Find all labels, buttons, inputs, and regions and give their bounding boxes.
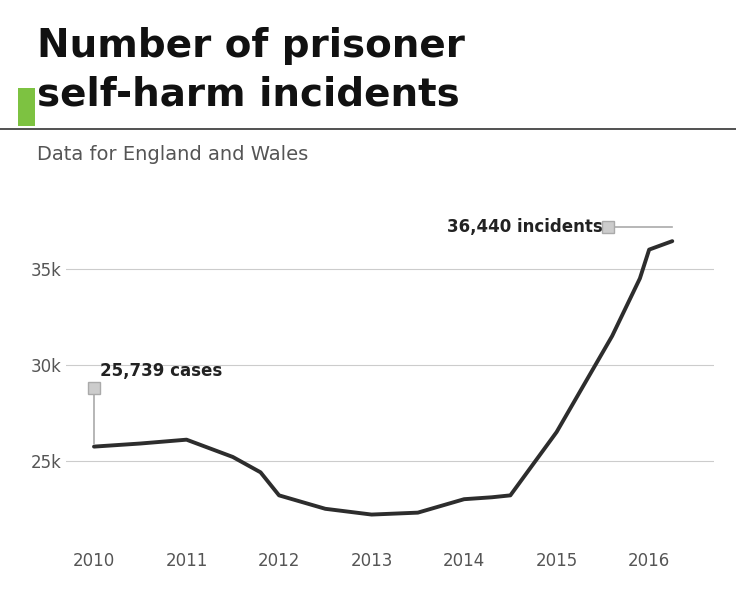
Text: 25,739 cases: 25,739 cases	[101, 362, 223, 380]
Text: self-harm incidents: self-harm incidents	[37, 76, 459, 114]
Text: 36,440 incidents: 36,440 incidents	[447, 218, 603, 235]
Text: Data for England and Wales: Data for England and Wales	[37, 145, 308, 164]
Text: Number of prisoner: Number of prisoner	[37, 27, 464, 66]
